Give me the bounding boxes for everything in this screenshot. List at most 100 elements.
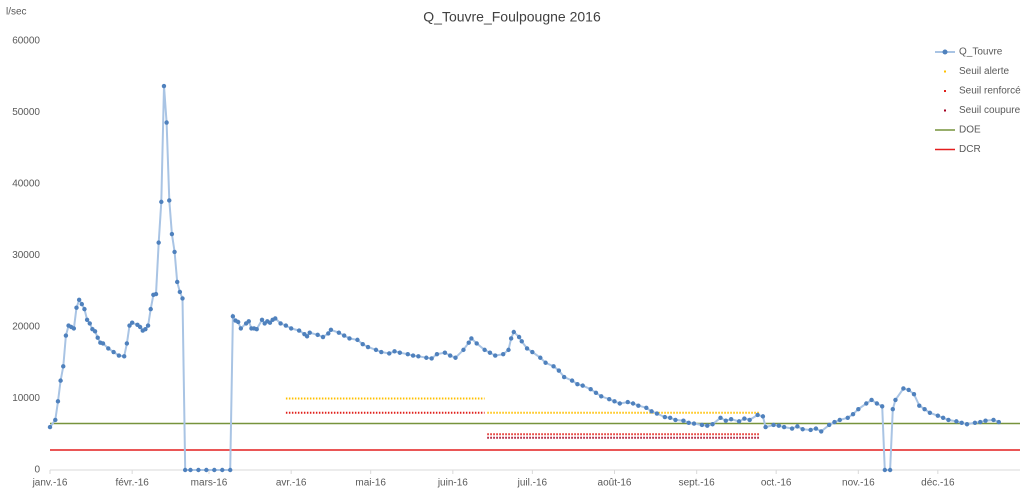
data-point (983, 418, 988, 423)
data-point (204, 467, 209, 473)
x-tick-label: août-16 (598, 478, 632, 489)
data-point (506, 347, 511, 353)
data-point (196, 467, 201, 473)
data-point (254, 326, 259, 332)
data-point (379, 349, 384, 355)
data-point (145, 323, 151, 328)
data-point (996, 419, 1001, 425)
x-tick-label: févr.-16 (115, 478, 149, 489)
data-point (771, 422, 776, 428)
data-point (228, 467, 233, 473)
data-point (326, 331, 331, 336)
data-point (728, 417, 734, 422)
data-point (901, 386, 906, 391)
data-point (175, 279, 180, 285)
data-point (699, 422, 705, 428)
data-point (978, 419, 983, 425)
data-point (273, 316, 278, 321)
data-point (341, 333, 347, 338)
data-point (964, 422, 970, 427)
data-point (972, 420, 978, 426)
data-point (288, 326, 294, 331)
data-point (124, 341, 130, 346)
data-point (278, 321, 283, 326)
data-point (336, 330, 342, 335)
data-point (164, 120, 169, 125)
data-point (347, 336, 352, 341)
y-tick-label: 60000 (12, 36, 40, 47)
legend-label: Seuil renforcé (959, 86, 1021, 97)
data-point (625, 399, 630, 405)
data-point (543, 360, 548, 365)
data-point (320, 334, 326, 340)
data-point (315, 332, 320, 338)
data-point (387, 351, 392, 356)
data-point (397, 350, 403, 355)
data-point (845, 415, 850, 421)
data-point (742, 416, 747, 421)
data-point (917, 403, 922, 408)
data-point (795, 424, 800, 429)
data-point (246, 319, 251, 324)
data-point (776, 423, 782, 428)
data-point (212, 467, 217, 473)
data-point (819, 429, 824, 434)
legend-swatch (944, 109, 946, 112)
data-point (662, 414, 668, 420)
data-point (755, 412, 760, 418)
data-point (416, 354, 421, 359)
data-point (869, 397, 874, 403)
data-point (137, 324, 143, 330)
y-axis-label: l/sec (6, 7, 27, 18)
data-point (129, 320, 135, 325)
data-point (442, 350, 448, 355)
data-point (705, 423, 710, 428)
data-point (424, 355, 429, 360)
chart-title: Q_Touvre_Foulpougne 2016 (423, 9, 601, 25)
data-point (95, 335, 100, 340)
data-point (991, 417, 996, 423)
data-point (169, 231, 175, 237)
data-point (63, 333, 69, 338)
data-point (447, 353, 453, 358)
data-point (74, 305, 79, 310)
data-point (887, 467, 893, 473)
data-point (813, 426, 819, 431)
legend-label: DOE (959, 125, 981, 136)
data-point (304, 334, 310, 339)
data-point (760, 414, 766, 419)
data-point (561, 374, 567, 380)
data-point (569, 378, 575, 383)
data-point (307, 330, 312, 335)
data-point (177, 289, 183, 295)
data-point (106, 346, 111, 351)
y-tick-label: 0 (34, 465, 40, 476)
data-point (283, 323, 289, 328)
data-point (556, 368, 562, 373)
plot-area: 0 10000 20000 30000 40000 50000 60000 janv.-16 f… (12, 36, 1020, 489)
data-point (856, 407, 861, 412)
x-tick-label: juin-16 (437, 478, 468, 489)
x-tick-label: nov.-16 (842, 478, 875, 489)
data-point (111, 349, 116, 355)
data-point (922, 407, 927, 412)
data-point (365, 344, 371, 350)
data-point (607, 397, 612, 402)
data-point (92, 329, 98, 334)
data-point (832, 419, 837, 425)
data-point (84, 317, 90, 323)
data-point (723, 418, 729, 423)
data-point (763, 424, 768, 430)
x-tick-label: avr.-16 (276, 478, 307, 489)
data-point (530, 349, 535, 355)
data-point (927, 410, 933, 415)
data-point (61, 364, 66, 369)
data-point (434, 351, 440, 357)
data-point (508, 336, 514, 341)
data-point (296, 328, 302, 333)
x-tick-label: déc.-16 (921, 478, 955, 489)
x-tick-label: sept.-16 (679, 478, 716, 489)
data-point (959, 420, 964, 426)
data-point (673, 417, 678, 423)
